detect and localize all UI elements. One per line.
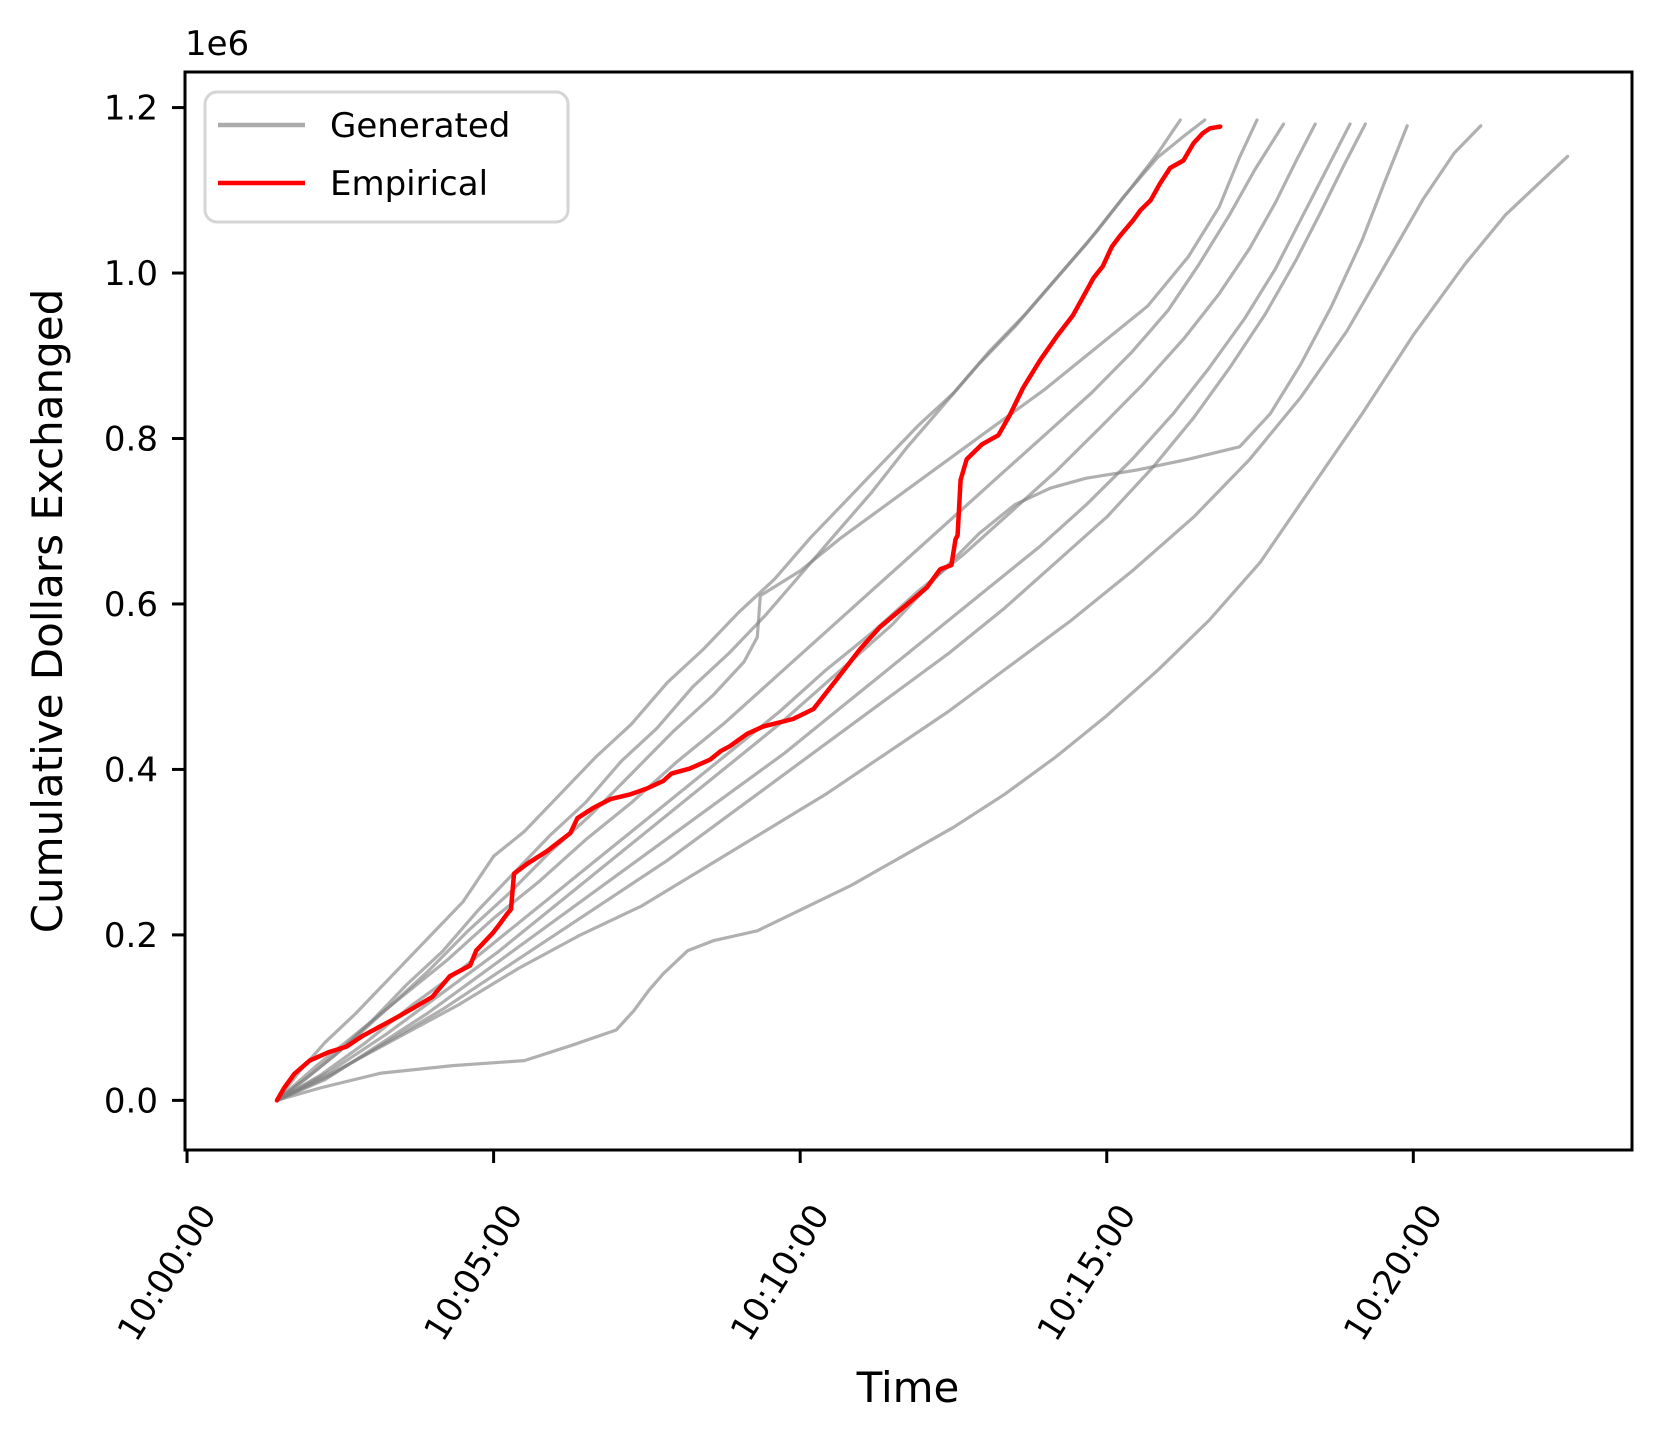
y-tick-label: 1.2 bbox=[104, 89, 158, 129]
generated-line bbox=[275, 118, 1207, 1103]
generated-line bbox=[275, 118, 1182, 1103]
generated-line bbox=[275, 122, 1317, 1103]
generated-line bbox=[275, 118, 1259, 1103]
plot-area bbox=[183, 70, 1634, 1152]
legend-generated-label: Generated bbox=[330, 106, 510, 146]
generated-line bbox=[275, 154, 1570, 1103]
generated-line bbox=[275, 122, 1352, 1103]
x-axis: 10:00:00 10:05:00 10:10:00 10:15:00 10:20:00 bbox=[110, 1150, 1451, 1348]
generated-line bbox=[275, 124, 1483, 1103]
generated-line bbox=[275, 122, 1367, 1103]
series-layer bbox=[274, 118, 1570, 1103]
y-tick-label: 0.6 bbox=[104, 585, 158, 625]
y-tick-label: 0.4 bbox=[104, 750, 158, 790]
empirical-line bbox=[274, 124, 1223, 1103]
x-tick-label: 10:05:00 bbox=[416, 1198, 531, 1349]
x-axis-title: Time bbox=[856, 1363, 960, 1412]
x-tick-label: 10:15:00 bbox=[1030, 1198, 1145, 1349]
y-axis-offset-label: 1e6 bbox=[185, 24, 249, 64]
x-tick-label: 10:10:00 bbox=[723, 1198, 838, 1349]
legend: Generated Empirical bbox=[203, 90, 570, 224]
y-tick-label: 1.0 bbox=[104, 254, 158, 294]
legend-empirical-label: Empirical bbox=[330, 164, 488, 204]
y-axis-title: Cumulative Dollars Exchanged bbox=[23, 289, 72, 934]
generated-line bbox=[275, 122, 1286, 1103]
y-axis: 0.0 0.2 0.4 0.6 0.8 1.0 1.2 bbox=[104, 89, 185, 1121]
x-tick-label: 10:20:00 bbox=[1336, 1198, 1451, 1349]
y-tick-label: 0.2 bbox=[104, 916, 158, 956]
generated-line bbox=[275, 124, 1409, 1103]
y-tick-label: 0.8 bbox=[104, 420, 158, 460]
x-tick-label: 10:00:00 bbox=[110, 1198, 225, 1349]
y-tick-label: 0.0 bbox=[104, 1081, 158, 1121]
